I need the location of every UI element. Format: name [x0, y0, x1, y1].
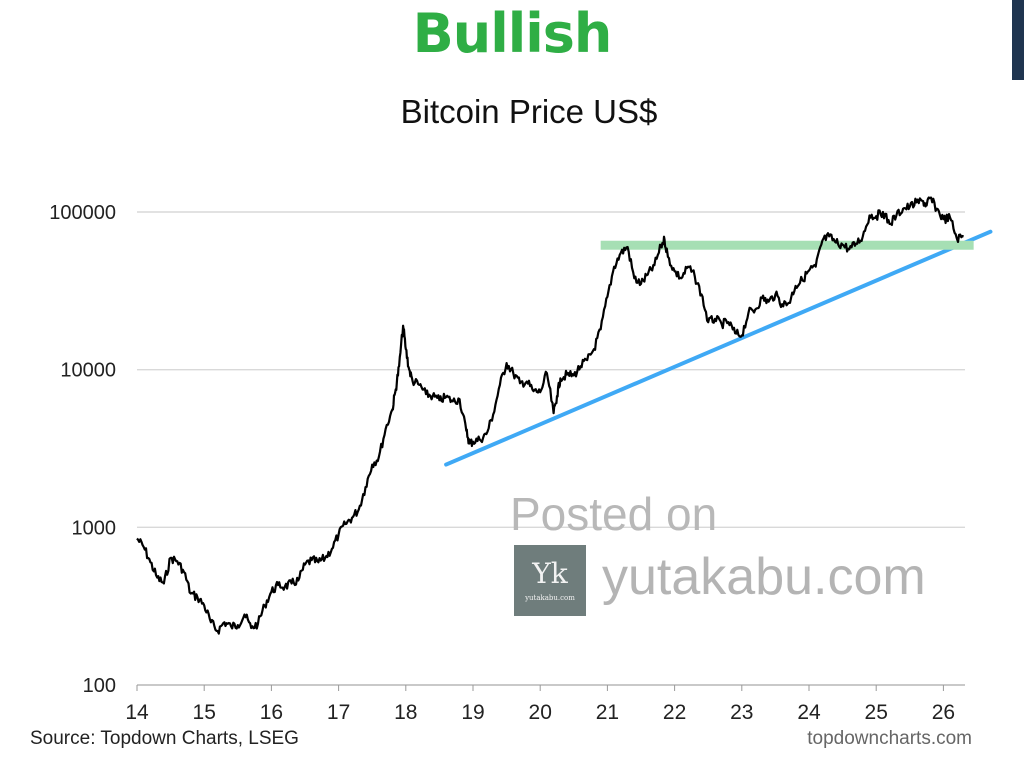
watermark-logo-mark: Yk	[532, 557, 568, 590]
corner-accent-bar	[1012, 0, 1024, 80]
support-trend-line	[444, 229, 993, 467]
y-tick-label: 100	[83, 675, 116, 697]
watermark-logo: Yk yutakabu.com	[514, 545, 586, 616]
watermark-site: yutakabu.com	[602, 548, 926, 606]
x-tick-labels: 14 15 16 17 18 19 20 21 22 23 24 25 26	[125, 684, 965, 724]
watermark-logo-caption: yutakabu.com	[525, 594, 575, 602]
x-tick-label: 26	[932, 701, 955, 724]
series-layer	[136, 196, 964, 635]
y-tick-label: 10000	[60, 360, 116, 382]
x-tick-label: 20	[529, 701, 552, 724]
annotations	[444, 229, 993, 467]
x-tick-label: 21	[596, 701, 619, 724]
x-tick-label: 16	[260, 701, 283, 724]
x-tick-label: 14	[125, 701, 149, 724]
y-tick-label: 100000	[49, 202, 116, 224]
x-tick-label: 17	[327, 701, 350, 724]
chart-title: Bitcoin Price US$	[400, 93, 658, 130]
x-tick-label: 23	[730, 701, 753, 724]
bitcoin-price-line	[136, 196, 964, 635]
brand-credit: topdowncharts.com	[807, 728, 972, 749]
source-note: Source: Topdown Charts, LSEG	[30, 728, 299, 749]
x-tick-label: 25	[865, 701, 888, 724]
watermark-posted-on: Posted on	[510, 488, 718, 540]
x-tick-label: 19	[461, 701, 484, 724]
y-tick-label: 1000	[72, 517, 117, 539]
x-tick-label: 15	[193, 701, 216, 724]
headline-bullish: Bullish	[412, 2, 613, 65]
x-tick-label: 24	[797, 701, 821, 724]
y-tick-labels: 100 1000 10000 100000	[49, 202, 116, 697]
x-tick-label: 18	[394, 701, 417, 724]
x-tick-label: 22	[663, 701, 686, 724]
resistance-band	[600, 240, 974, 250]
